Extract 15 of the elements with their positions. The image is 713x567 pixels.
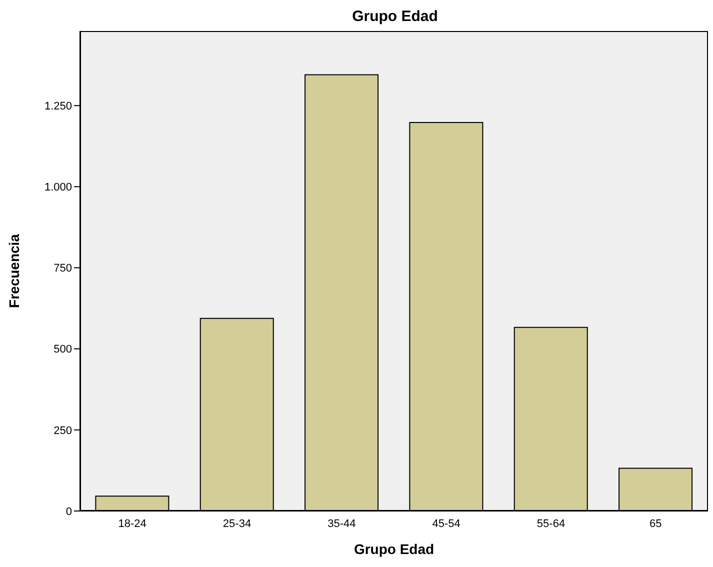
x-tick-label: 45-54	[432, 518, 460, 530]
y-tick-label: 1.000	[44, 182, 72, 194]
y-tick-label: 250	[54, 424, 72, 437]
y-axis-title: Frecuencia	[6, 234, 22, 308]
x-tick-label: 55-64	[536, 518, 566, 530]
x-tick-label: 18-24	[118, 518, 146, 530]
x-tick-label: 25-34	[222, 518, 252, 530]
x-tick-label: 65	[650, 518, 662, 530]
y-tick-label: 500	[54, 344, 72, 356]
y-tick-label: 750	[54, 262, 72, 275]
x-tick-label: 35-44	[328, 518, 356, 530]
chart-title: Grupo Edad	[351, 8, 439, 27]
y-tick-label: 1.250	[44, 100, 72, 112]
x-axis-title: Grupo Edad	[354, 541, 434, 557]
y-tick-label: 0	[66, 506, 72, 518]
